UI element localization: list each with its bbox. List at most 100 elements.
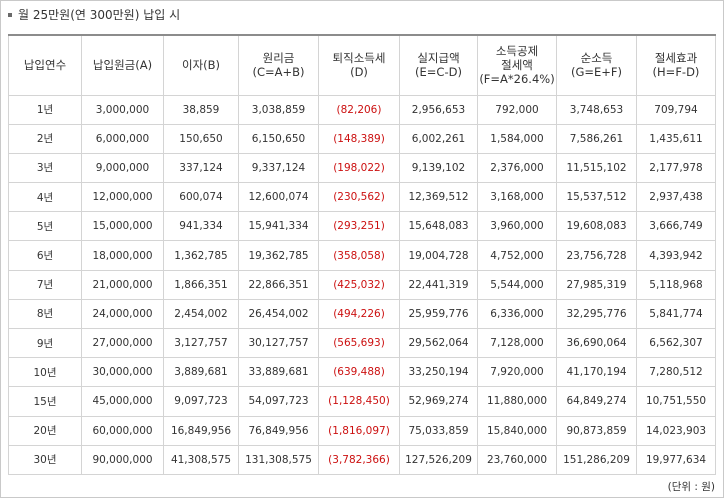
table-cell: 600,074 [163,182,239,213]
table-cell: 5,118,968 [636,269,716,300]
table-cell: 2,454,002 [163,298,239,330]
table-row: 6년 18,000,000 1,362,785 19,362,785 (358,058)… [8,240,716,271]
table-cell: 15,941,334 [238,211,319,242]
column-header-line: 순소득 [580,51,613,66]
column-header-line: 퇴직소득세 [332,51,386,66]
column-header-line: 절세액 [501,58,533,73]
column-header-line: 이자(B) [181,58,221,73]
tax-cell: (358,058) [318,240,400,271]
table-cell: 792,000 [477,94,557,125]
table-row: 2년 6,000,000 150,650 6,150,650 (148,389) 6,00… [8,123,716,154]
table-cell: 2,937,438 [636,182,716,213]
column-header-line: (D) [350,65,368,80]
table-cell: 1,584,000 [477,123,557,154]
table-cell: 19,977,634 [636,444,716,475]
table-cell: 27,000,000 [81,327,164,359]
year-cell: 2년 [8,123,82,154]
table-cell: 11,880,000 [477,386,557,417]
table-row: 9년 27,000,000 3,127,757 30,127,757 (565,693)… [8,327,716,359]
column-header-line: 소득공제 [495,44,539,59]
tax-cell: (494,226) [318,298,400,330]
year-cell: 6년 [8,240,82,271]
tax-cell: (230,562) [318,182,400,213]
column-header-line: 납입원금(A) [92,58,153,73]
table-cell: 6,562,307 [636,327,716,359]
table-cell: 36,690,064 [556,327,637,359]
table-cell: 5,841,774 [636,298,716,330]
year-cell: 10년 [8,357,82,388]
table-cell: 32,295,776 [556,298,637,330]
table-cell: 131,308,575 [238,444,319,475]
table-cell: 19,362,785 [238,240,319,271]
column-header: 실지급액 (E=C-D) [399,34,478,96]
table-cell: 16,849,956 [163,415,239,446]
column-header: 원리금 (C=A+B) [238,34,319,96]
table-cell: 41,170,194 [556,357,637,388]
year-cell: 15년 [8,386,82,417]
table-cell: 21,000,000 [81,269,164,300]
table-cell: 15,537,512 [556,182,637,213]
table-cell: 15,000,000 [81,211,164,242]
savings-table: 납입연수 납입원금(A) 이자(B) 원리금 (C=A+B) 퇴직소득세 (D) 실지급액 (E… [8,34,716,475]
table-cell: 24,000,000 [81,298,164,330]
table-cell: 75,033,859 [399,415,478,446]
table-cell: 1,362,785 [163,240,239,271]
table-cell: 1,435,611 [636,123,716,154]
tax-cell: (1,816,097) [318,415,400,446]
table-cell: 4,393,942 [636,240,716,271]
table-cell: 7,128,000 [477,327,557,359]
table-cell: 7,920,000 [477,357,557,388]
table-cell: 337,124 [163,152,239,184]
table-cell: 3,889,681 [163,357,239,388]
table-cell: 7,586,261 [556,123,637,154]
year-cell: 3년 [8,152,82,184]
tax-cell: (3,782,366) [318,444,400,475]
table-cell: 10,751,550 [636,386,716,417]
column-header-line: 원리금 [262,51,295,66]
table-cell: 127,526,209 [399,444,478,475]
table-cell: 25,959,776 [399,298,478,330]
column-header-line: (C=A+B) [252,65,305,80]
page-title: 월 25만원(연 300만원) 납입 시 [18,8,181,22]
unit-note: (단위 : 원) [667,481,715,493]
table-cell: 3,748,653 [556,94,637,125]
table-cell: 54,097,723 [238,386,319,417]
table-cell: 3,127,757 [163,327,239,359]
table-cell: 19,608,083 [556,211,637,242]
year-cell: 30년 [8,444,82,475]
column-header: 소득공제 절세액 (F=A*26.4%) [477,34,557,96]
table-cell: 6,150,650 [238,123,319,154]
tax-cell: (148,389) [318,123,400,154]
year-cell: 1년 [8,94,82,125]
table-row: 15년 45,000,000 9,097,723 54,097,723 (1,128,4… [8,386,716,417]
column-header: 납입연수 [8,34,82,96]
column-header-line: (G=E+F) [570,65,623,80]
column-header-line: (H=F-D) [652,65,700,80]
table-cell: 12,600,074 [238,182,319,213]
table-row: 4년 12,000,000 600,074 12,600,074 (230,562) 12… [8,182,716,213]
header-row: 납입연수 납입원금(A) 이자(B) 원리금 (C=A+B) 퇴직소득세 (D) 실지급액 (E… [8,34,716,96]
table-cell: 5,544,000 [477,269,557,300]
table-cell: 11,515,102 [556,152,637,184]
table-cell: 19,004,728 [399,240,478,271]
table-body: 1년 3,000,000 38,859 3,038,859 (82,206) 2,956,… [8,94,716,475]
title-bar: 월 25만원(연 300만원) 납입 시 [1,1,723,28]
year-cell: 5년 [8,211,82,242]
tax-cell: (293,251) [318,211,400,242]
table-cell: 76,849,956 [238,415,319,446]
table-cell: 9,000,000 [81,152,164,184]
table-row: 3년 9,000,000 337,124 9,337,124 (198,022) 9,13… [8,152,716,184]
table-cell: 27,985,319 [556,269,637,300]
table-cell: 14,023,903 [636,415,716,446]
table-cell: 2,956,653 [399,94,478,125]
table-cell: 15,648,083 [399,211,478,242]
column-header: 퇴직소득세 (D) [318,34,400,96]
column-header: 이자(B) [163,34,239,96]
table-cell: 38,859 [163,94,239,125]
table-cell: 18,000,000 [81,240,164,271]
table-cell: 23,760,000 [477,444,557,475]
tax-cell: (639,488) [318,357,400,388]
year-cell: 9년 [8,327,82,359]
table-row: 1년 3,000,000 38,859 3,038,859 (82,206) 2,956,… [8,94,716,125]
